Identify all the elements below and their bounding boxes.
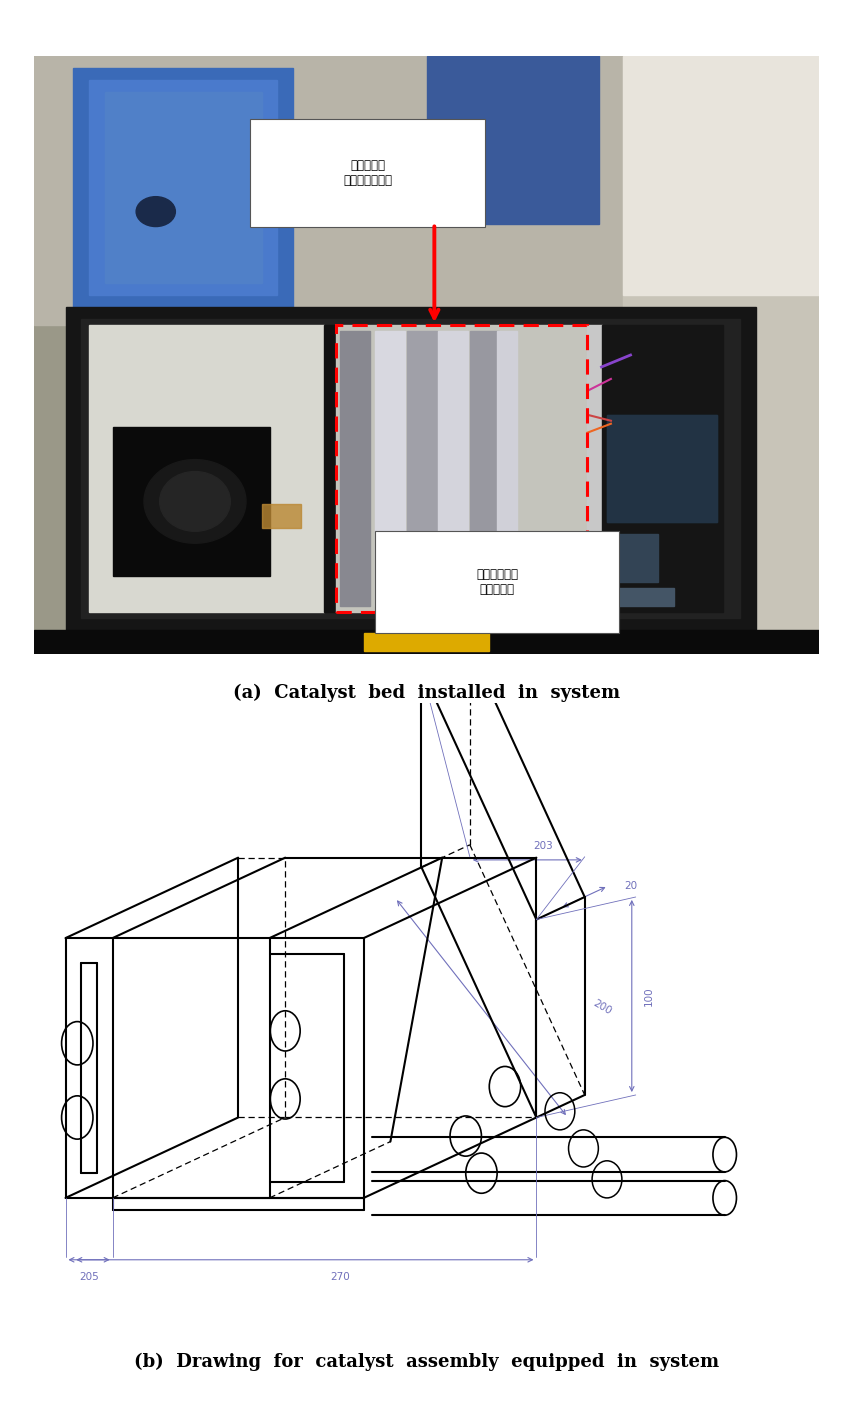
Bar (105, 93, 262, 283)
Bar (406, 332, 436, 606)
Text: 20: 20 (623, 882, 636, 891)
Text: (b)  Drawing  for  catalyst  assembly  equipped  in  system: (b) Drawing for catalyst assembly equipp… (134, 1353, 718, 1371)
Bar (607, 415, 716, 522)
Ellipse shape (159, 471, 230, 531)
Bar (622, 56, 818, 295)
Text: 살균재연청화
촉매필터층: 살균재연청화 촉매필터층 (475, 568, 517, 596)
Bar (607, 415, 716, 522)
Bar (622, 56, 818, 654)
Bar (89, 80, 277, 295)
Bar (112, 427, 269, 576)
Bar (601, 325, 722, 612)
Bar (610, 534, 657, 582)
Bar (363, 633, 489, 651)
Bar (610, 588, 673, 606)
FancyBboxPatch shape (250, 120, 485, 226)
Text: 205: 205 (79, 1272, 99, 1282)
Text: 270: 270 (330, 1272, 349, 1282)
Bar (73, 67, 293, 307)
Bar (336, 325, 587, 612)
Text: 100: 100 (642, 986, 653, 1005)
Text: (a)  Catalyst  bed  installed  in  system: (a) Catalyst bed installed in system (233, 683, 619, 702)
FancyBboxPatch shape (375, 531, 618, 633)
Text: 203: 203 (532, 841, 552, 851)
Bar (497, 332, 516, 606)
Bar (324, 325, 336, 612)
Bar (469, 332, 499, 606)
Text: 일산화탄소
산화반응촉매층: 일산화탄소 산화반응촉매층 (343, 159, 392, 187)
Bar (587, 325, 601, 612)
Bar (34, 630, 818, 654)
Bar (34, 56, 818, 325)
Bar (66, 307, 755, 630)
Bar (81, 319, 740, 619)
Bar (438, 332, 468, 606)
Text: 200: 200 (590, 998, 613, 1017)
Circle shape (136, 197, 176, 226)
Bar (89, 325, 324, 612)
Bar (336, 325, 587, 612)
Bar (426, 56, 598, 224)
Ellipse shape (144, 460, 245, 543)
Bar (262, 505, 301, 529)
Bar (340, 332, 370, 606)
Bar (375, 332, 405, 606)
